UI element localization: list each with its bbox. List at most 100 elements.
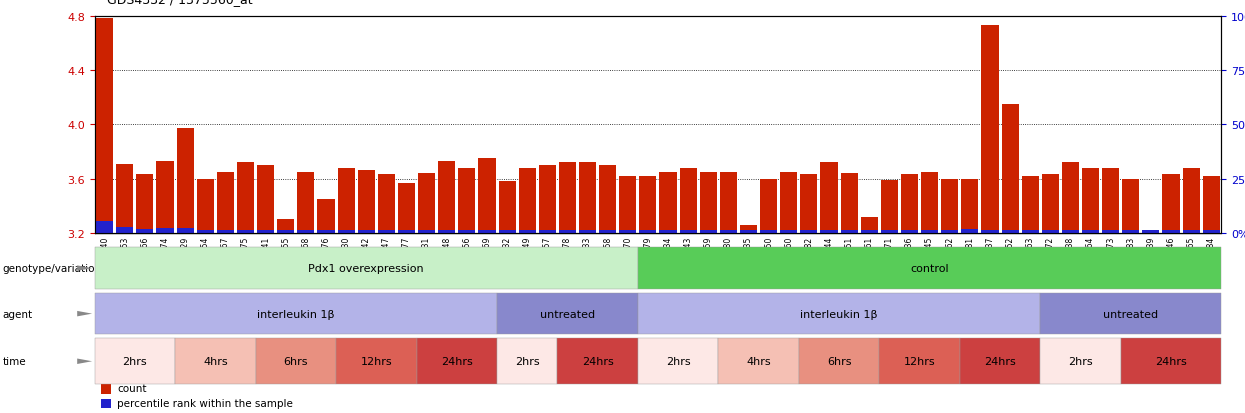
Bar <box>599 230 616 233</box>
Bar <box>278 220 294 233</box>
Bar <box>761 179 777 233</box>
Text: 12hrs: 12hrs <box>361 356 392 366</box>
Bar <box>740 225 757 233</box>
Bar <box>1041 233 1061 235</box>
Bar <box>417 233 437 235</box>
Bar <box>1163 230 1179 233</box>
Bar <box>1143 230 1159 233</box>
Bar <box>801 175 818 233</box>
Bar <box>859 233 879 235</box>
Text: percentile rank within the sample: percentile rank within the sample <box>117 398 293 408</box>
Bar <box>1020 233 1041 235</box>
Bar <box>901 175 918 233</box>
Text: control: control <box>910 263 949 273</box>
Bar <box>498 182 515 233</box>
Bar <box>1203 176 1220 233</box>
Bar <box>337 230 355 233</box>
Text: genotype/variation: genotype/variation <box>2 263 102 273</box>
Bar <box>458 169 476 233</box>
Bar <box>256 166 274 233</box>
Bar <box>237 230 254 233</box>
Bar <box>177 129 194 233</box>
Text: GDS4332 / 1375560_at: GDS4332 / 1375560_at <box>107 0 253 6</box>
Text: 2hrs: 2hrs <box>1068 356 1093 366</box>
Bar <box>981 26 998 233</box>
Bar <box>154 233 176 235</box>
Bar <box>1143 230 1159 233</box>
Bar <box>679 233 698 235</box>
Bar <box>157 161 173 233</box>
Bar <box>961 179 979 233</box>
Bar <box>1042 230 1059 233</box>
Text: 6hrs: 6hrs <box>827 356 852 366</box>
Bar <box>799 233 819 235</box>
Bar <box>921 230 939 233</box>
Bar <box>1000 233 1020 235</box>
Bar <box>438 161 456 233</box>
Bar <box>819 233 839 235</box>
Bar <box>558 233 578 235</box>
Bar <box>880 230 898 233</box>
Bar <box>559 163 576 233</box>
Bar <box>820 163 838 233</box>
Bar <box>1082 169 1099 233</box>
Bar <box>1082 230 1099 233</box>
Bar <box>1182 233 1201 235</box>
Bar <box>1102 230 1119 233</box>
Bar <box>921 172 939 233</box>
Text: 24hrs: 24hrs <box>1155 356 1186 366</box>
Bar <box>1183 169 1200 233</box>
Bar <box>519 230 535 233</box>
Bar <box>316 233 336 235</box>
Text: 24hrs: 24hrs <box>581 356 614 366</box>
Bar <box>197 230 214 233</box>
Bar <box>820 230 838 233</box>
Bar <box>618 233 637 235</box>
Bar <box>740 230 757 233</box>
Bar <box>298 230 315 233</box>
Bar <box>517 233 538 235</box>
Text: untreated: untreated <box>540 309 595 319</box>
Bar <box>177 228 194 233</box>
Text: agent: agent <box>2 309 32 319</box>
Text: count: count <box>117 383 147 393</box>
Bar <box>539 230 555 233</box>
Bar <box>539 166 555 233</box>
Text: 2hrs: 2hrs <box>666 356 691 366</box>
Text: 2hrs: 2hrs <box>515 356 539 366</box>
Bar <box>377 230 395 233</box>
Text: time: time <box>2 356 26 366</box>
Bar <box>698 233 718 235</box>
Bar <box>778 233 799 235</box>
Bar <box>940 233 960 235</box>
Bar <box>96 19 113 233</box>
Bar <box>255 233 275 235</box>
Bar <box>860 230 878 233</box>
Bar <box>758 233 778 235</box>
Bar <box>1061 233 1081 235</box>
Text: 12hrs: 12hrs <box>904 356 935 366</box>
Bar <box>418 230 436 233</box>
Bar <box>296 233 316 235</box>
Bar <box>215 233 235 235</box>
Bar <box>840 230 858 233</box>
Bar <box>700 230 717 233</box>
Bar <box>438 230 456 233</box>
Bar <box>357 171 375 233</box>
Text: untreated: untreated <box>1103 309 1158 319</box>
Bar <box>720 172 737 233</box>
Bar <box>1183 230 1200 233</box>
Bar <box>1122 179 1139 233</box>
Text: 24hrs: 24hrs <box>984 356 1016 366</box>
Bar <box>137 229 153 233</box>
Bar <box>457 233 477 235</box>
Bar <box>761 230 777 233</box>
Bar <box>640 176 656 233</box>
Bar <box>95 233 115 235</box>
Bar <box>879 233 899 235</box>
Bar <box>901 230 918 233</box>
Bar <box>1162 233 1182 235</box>
Bar <box>317 230 335 233</box>
Bar <box>418 174 436 233</box>
Bar <box>217 230 234 233</box>
